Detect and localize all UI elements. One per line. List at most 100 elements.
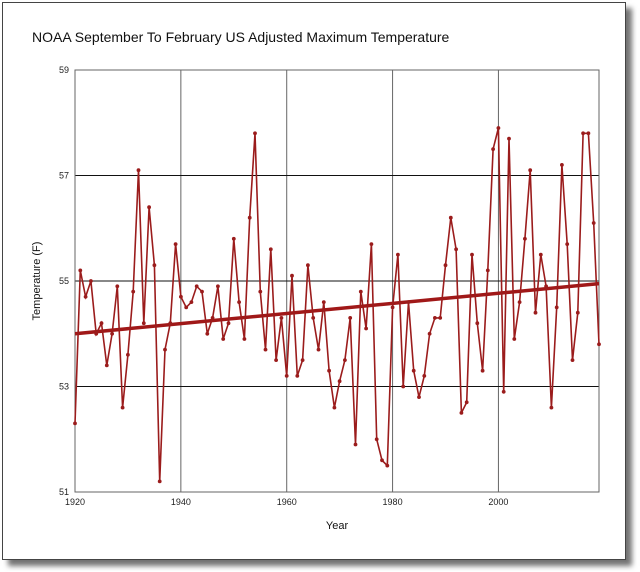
data-point-1992: [454, 247, 458, 252]
data-point-1994: [464, 400, 469, 405]
data-point-1927: [110, 331, 114, 336]
data-point-1959: [279, 316, 284, 320]
data-point-1980: [390, 305, 395, 310]
data-point-1993: [459, 411, 464, 415]
data-point-1974: [358, 289, 363, 294]
data-point-1999: [491, 147, 495, 152]
data-point-1977: [374, 437, 379, 442]
data-point-2010: [549, 405, 554, 410]
data-point-1975: [364, 326, 368, 331]
data-point-1963: [300, 358, 305, 362]
data-point-2001: [501, 389, 506, 394]
data-point-1964: [306, 263, 310, 268]
data-point-1985: [417, 395, 421, 399]
data-point-1923: [89, 279, 93, 283]
data-point-1976: [369, 242, 374, 247]
y-tick-label-51: 51: [59, 487, 69, 497]
x-axis-label: Year: [326, 520, 349, 532]
y-tick-labels: 51 53 55 57 59: [59, 65, 69, 497]
data-point-2006: [528, 168, 533, 173]
chart-title: NOAA September To February US Adjusted M…: [32, 29, 450, 45]
data-point-1996: [475, 321, 480, 326]
y-tick-label-57: 57: [59, 171, 69, 181]
data-point-1943: [194, 284, 199, 289]
x-tick-label-2000: 2000: [488, 497, 508, 507]
data-point-1931: [131, 289, 136, 294]
data-point-1979: [385, 463, 390, 468]
data-point-1955: [258, 289, 263, 294]
data-point-2014: [570, 358, 575, 362]
data-point-2000: [496, 126, 501, 130]
data-point-1989: [438, 316, 443, 320]
data-point-1946: [210, 316, 215, 320]
data-point-1952: [242, 337, 247, 341]
data-point-1978: [380, 458, 384, 463]
data-point-1956: [263, 347, 268, 352]
data-point-1935: [152, 263, 157, 268]
data-point-1938: [168, 321, 173, 326]
data-point-1932: [136, 168, 141, 173]
data-point-2013: [565, 242, 570, 247]
data-point-1944: [200, 289, 204, 294]
data-point-1968: [327, 368, 331, 373]
data-point-1958: [274, 358, 278, 362]
y-tick-label-53: 53: [59, 382, 69, 392]
plot-area: [74, 69, 600, 493]
data-point-1998: [485, 268, 490, 273]
horizontal-gridlines: [75, 175, 599, 387]
data-point-1966: [316, 347, 321, 352]
data-point-1926: [104, 363, 109, 368]
data-point-1922: [83, 294, 88, 299]
data-point-2017: [586, 131, 591, 136]
data-point-2008: [538, 252, 543, 257]
y-axis-label: Temperature (F): [31, 242, 43, 321]
data-points: [73, 126, 601, 484]
data-point-1930: [126, 352, 130, 357]
x-tick-label-1960: 1960: [277, 497, 297, 507]
y-tick-label-59: 59: [59, 65, 69, 75]
data-point-1969: [332, 405, 337, 410]
data-point-1983: [406, 300, 411, 304]
data-point-1960: [284, 374, 289, 378]
data-point-1953: [247, 215, 252, 220]
data-point-1972: [348, 316, 353, 320]
data-point-1965: [311, 316, 316, 320]
data-point-1928: [115, 284, 120, 289]
x-tick-labels: 1920 1940 1960 1980 2000: [65, 497, 508, 507]
data-point-1937: [163, 347, 167, 352]
data-point-2003: [512, 337, 517, 341]
y-tick-label-55: 55: [59, 276, 69, 286]
data-point-1924: [94, 331, 99, 336]
data-point-1936: [157, 479, 162, 484]
trend-line: [74, 281, 600, 336]
data-point-1987: [427, 331, 432, 336]
data-point-2004: [517, 300, 522, 304]
data-point-2007: [533, 310, 538, 315]
data-point-1995: [470, 252, 474, 257]
data-point-2005: [523, 236, 527, 241]
data-point-1970: [337, 379, 342, 384]
data-point-1950: [231, 236, 236, 241]
series-line: [74, 127, 600, 482]
x-tick-label-1940: 1940: [171, 497, 191, 507]
data-point-1961: [290, 273, 294, 278]
x-tick-label-1980: 1980: [383, 497, 403, 507]
data-point-1940: [179, 294, 183, 299]
data-point-1941: [184, 305, 189, 310]
data-point-2016: [581, 131, 585, 136]
data-point-2012: [560, 163, 564, 167]
data-point-2018: [591, 221, 596, 225]
data-point-2019: [597, 342, 601, 347]
data-point-1925: [99, 321, 104, 326]
data-point-1982: [401, 384, 406, 389]
data-point-1981: [396, 252, 400, 257]
x-tick-label-1920: 1920: [65, 497, 85, 507]
data-point-2015: [575, 310, 580, 315]
data-point-1920: [73, 421, 77, 426]
data-point-1957: [268, 247, 273, 252]
data-point-1973: [353, 442, 358, 447]
data-point-1921: [78, 268, 83, 273]
data-point-2009: [544, 284, 548, 289]
data-point-1967: [321, 300, 326, 304]
